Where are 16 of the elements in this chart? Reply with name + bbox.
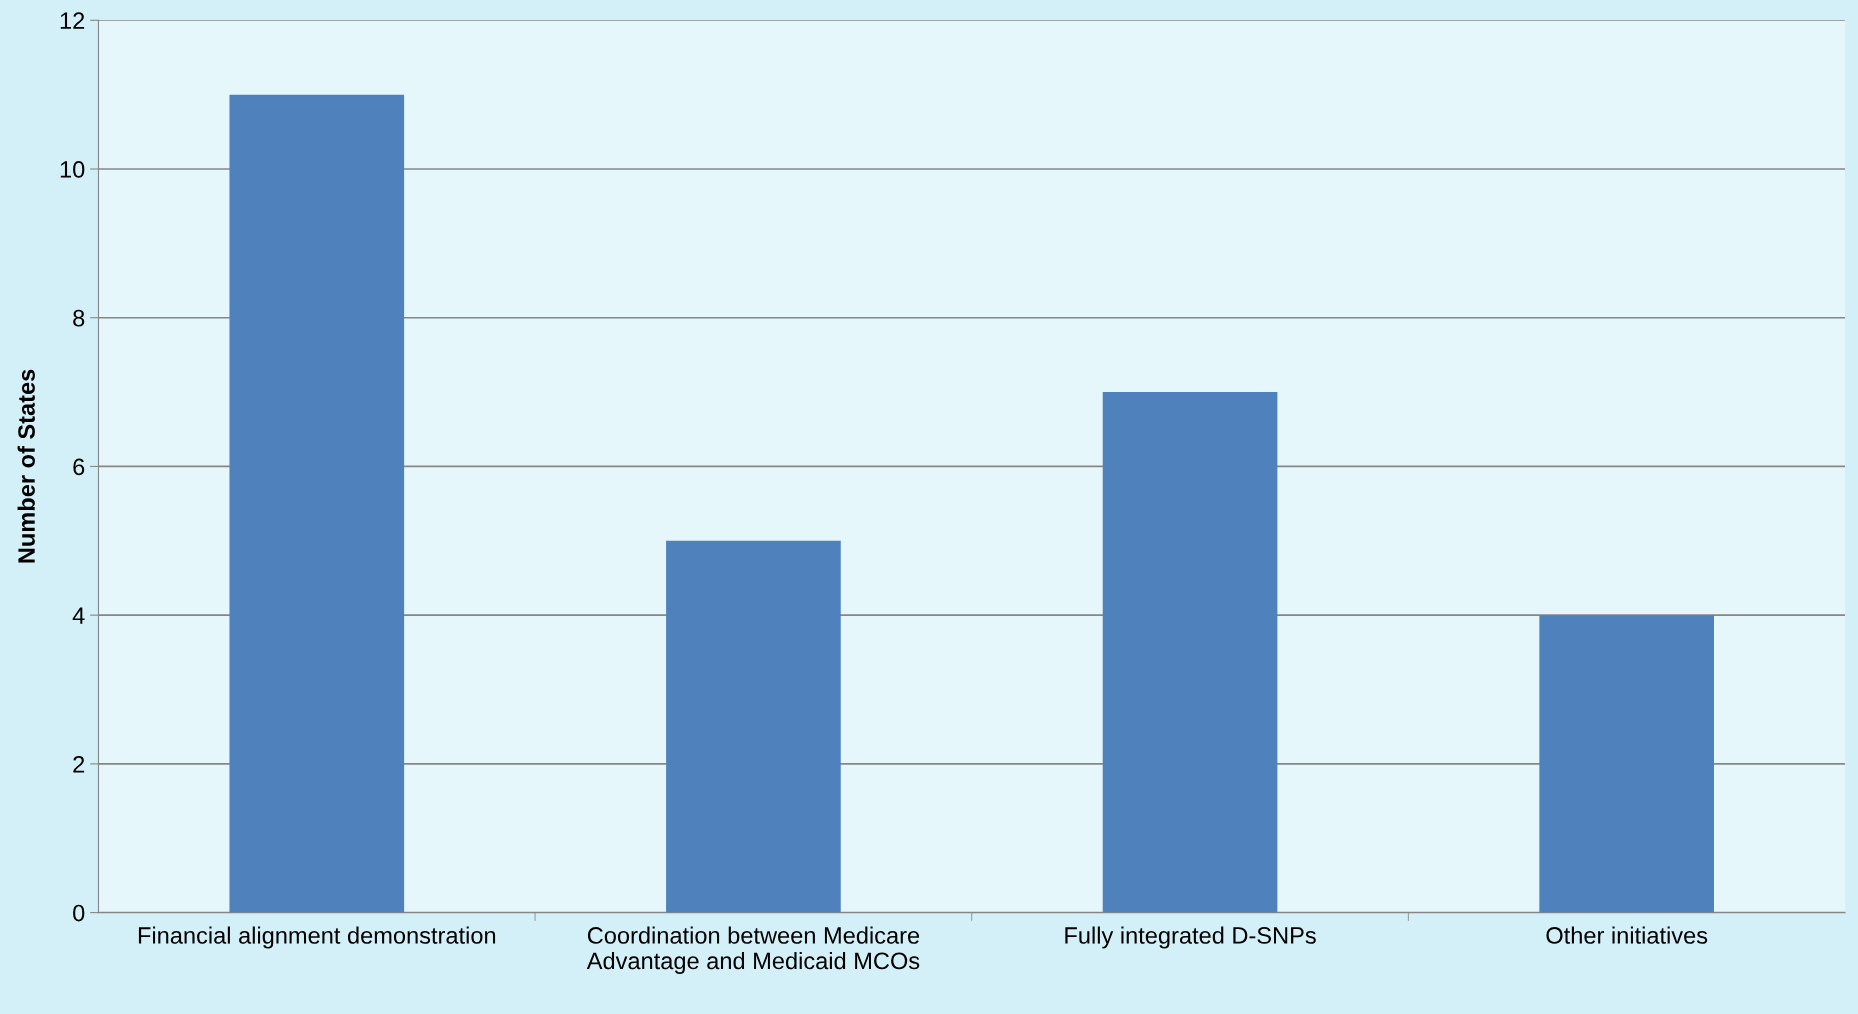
x-tick-label: Financial alignment demonstration [138,926,496,949]
y-tick-label: 2 [73,755,85,773]
bar [1102,392,1278,913]
x-tick-label: Coordination between Medicare Advantage and Medicaid MCOs [586,926,920,974]
bar [666,540,841,913]
y-tick-label: 10 [60,161,85,178]
y-tick-label: 12 [60,12,85,29]
y-tick-label: 4 [72,607,85,624]
y-tick-label: 8 [73,309,85,327]
y-axis-title: Number of States [17,369,35,563]
y-tick-label: 6 [73,458,85,476]
x-tick-label: Other initiatives [1546,926,1708,944]
bar [229,94,405,913]
y-tick-label: 0 [73,904,85,922]
x-tick-label: Fully integrated D-SNPs [1065,926,1316,949]
bar [1539,615,1714,913]
